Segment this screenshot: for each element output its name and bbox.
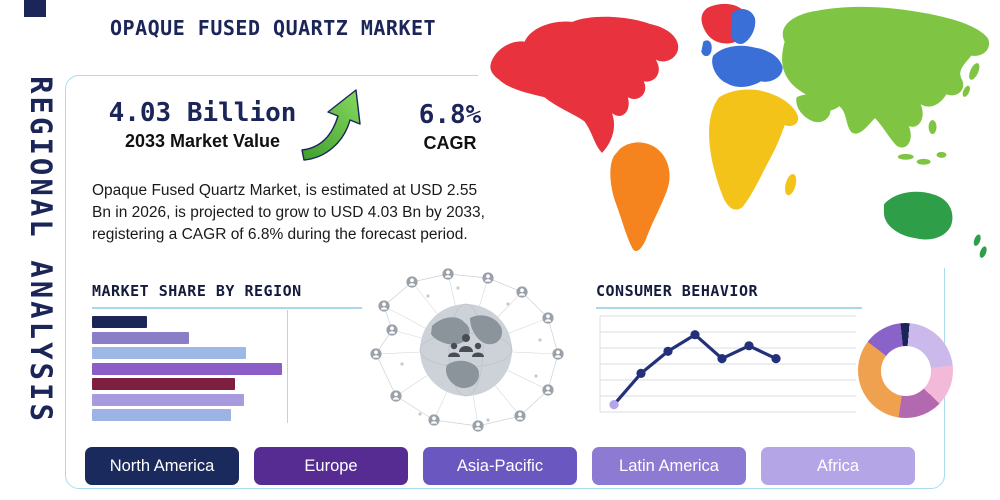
bar-region-2: [92, 331, 189, 344]
globe-icon: [419, 303, 513, 397]
market-share-heading: MARKET SHARE BY REGION: [92, 282, 362, 309]
market-value-stat: 4.03 Billion 2033 Market Value: [80, 98, 325, 152]
globe-network-illustration: [370, 268, 564, 432]
page-title: OPAQUE FUSED QUARTZ MARKET: [110, 16, 437, 40]
world-map-container: [478, 0, 1000, 268]
world-map: [490, 3, 990, 258]
region-button-asia-pacific[interactable]: Asia-Pacific: [423, 447, 577, 485]
bar-region-6: [92, 393, 244, 406]
vertical-section-title: REGIONAL ANALYSIS: [24, 76, 58, 424]
line-chart: [599, 315, 856, 413]
donut-chart-hole: [880, 345, 931, 396]
donut-chart: [858, 323, 953, 418]
region-button-europe[interactable]: Europe: [254, 447, 408, 485]
region-button-africa[interactable]: Africa: [761, 447, 915, 485]
cagr-stat: 6.8% CAGR: [388, 100, 512, 154]
market-description: Opaque Fused Quartz Market, is estimated…: [92, 182, 485, 243]
market-value-number: 4.03 Billion: [108, 98, 297, 128]
people-cluster-icon: [448, 334, 484, 357]
bar-region-3: [92, 347, 246, 359]
bar-region-4: [92, 362, 282, 375]
bar-region-1: [92, 316, 147, 328]
cagr-number: 6.8%: [418, 100, 482, 130]
cagr-label: CAGR: [423, 133, 477, 153]
consumer-behavior-heading: CONSUMER BEHAVIOR: [596, 282, 862, 309]
market-value-label: 2033 Market Value: [124, 131, 281, 151]
growth-arrow-icon: [301, 89, 361, 161]
bar-region-5: [92, 378, 235, 390]
corner-accent-square: [24, 0, 46, 17]
bar-chart-axis-line: [287, 310, 288, 423]
bar-region-7: [92, 409, 231, 421]
region-button-north-america[interactable]: North America: [85, 447, 239, 485]
region-buttons-row: North America Europe Asia-Pacific Latin Ame…: [85, 447, 915, 485]
bar-chart: [92, 316, 282, 421]
region-button-latin-america[interactable]: Latin America: [592, 447, 746, 485]
